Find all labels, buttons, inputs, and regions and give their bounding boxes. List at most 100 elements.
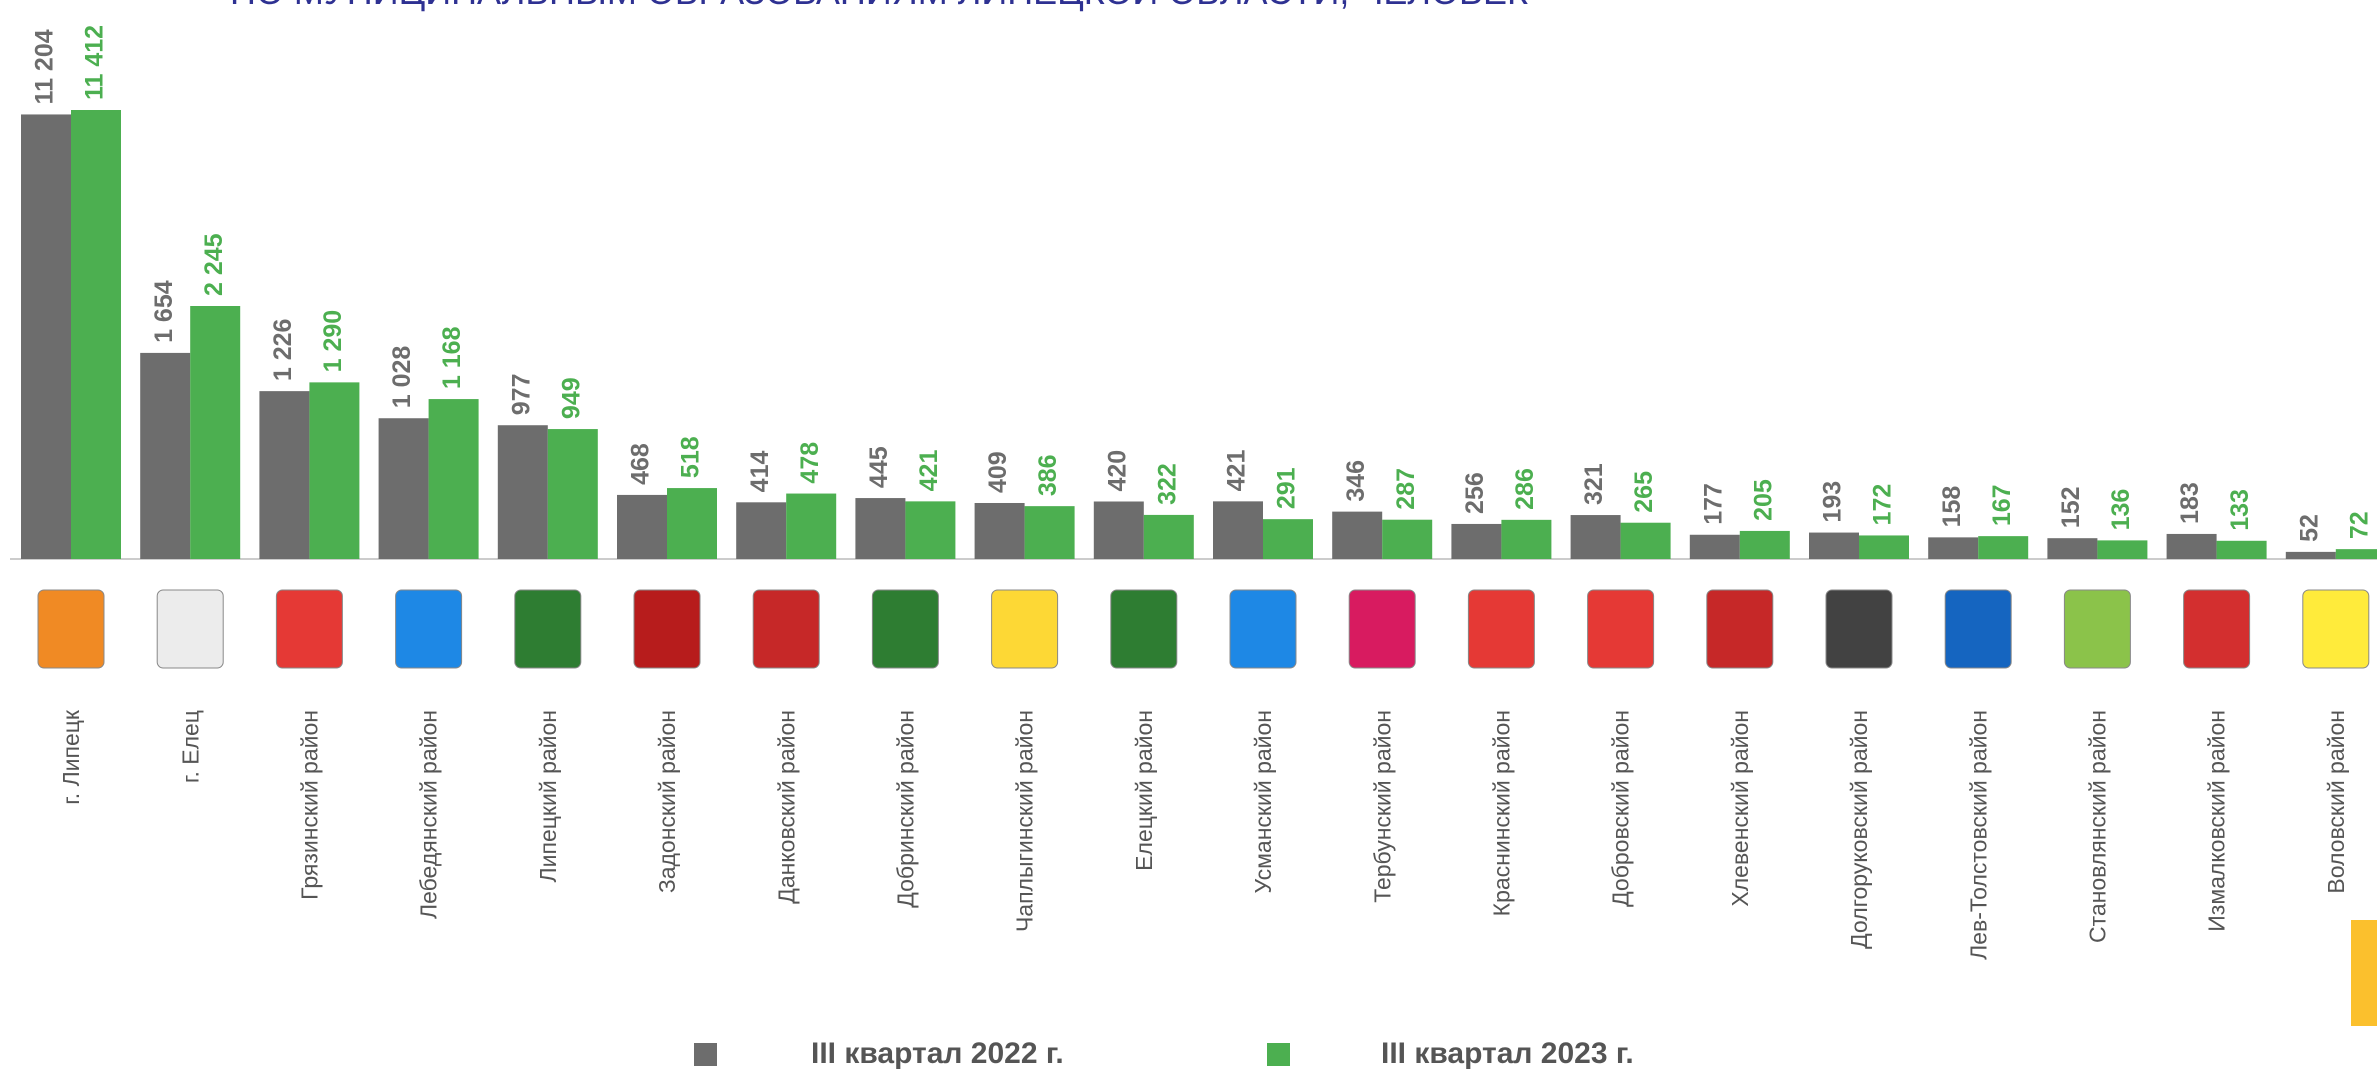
bar bbox=[1620, 522, 1671, 559]
bar bbox=[259, 391, 310, 559]
value-label: 445 bbox=[865, 446, 893, 488]
value-label: 286 bbox=[1511, 468, 1539, 510]
bar bbox=[1382, 519, 1433, 559]
legend-label: III квартал 2023 г. bbox=[1381, 1037, 1634, 1070]
bar bbox=[1859, 535, 1909, 559]
emblem bbox=[1467, 589, 1535, 669]
bar bbox=[1451, 523, 1502, 559]
emblem bbox=[1706, 589, 1774, 669]
bar bbox=[1143, 514, 1194, 559]
emblem bbox=[991, 589, 1059, 669]
value-label: 1 168 bbox=[438, 326, 466, 389]
category-label: Долгоруковский район bbox=[1846, 710, 1872, 949]
value-label: 1 290 bbox=[319, 310, 347, 373]
bar bbox=[1739, 530, 1790, 559]
emblem bbox=[1587, 589, 1655, 669]
emblem bbox=[1944, 589, 2012, 669]
bar bbox=[378, 418, 429, 559]
bar bbox=[2335, 549, 2377, 559]
category-label: Данковский район bbox=[773, 710, 799, 904]
category-label: г. Елец bbox=[177, 710, 203, 783]
bar bbox=[1928, 537, 1979, 559]
category-label: Воловский район bbox=[2323, 710, 2349, 894]
value-label: 205 bbox=[1749, 479, 1777, 521]
category-label: Добровский район bbox=[1608, 710, 1634, 907]
emblem bbox=[1229, 589, 1297, 669]
decoration bbox=[2351, 920, 2377, 1026]
category-label: г. Липецк bbox=[58, 709, 84, 805]
category-label: Измалковский район bbox=[2204, 710, 2230, 932]
value-label: 420 bbox=[1103, 450, 1131, 492]
value-label: 152 bbox=[2057, 486, 2085, 528]
bar bbox=[855, 498, 906, 559]
emblem bbox=[514, 589, 582, 669]
bar bbox=[2097, 540, 2148, 559]
emblem bbox=[1825, 589, 1893, 669]
bar bbox=[1332, 511, 1383, 559]
emblem bbox=[156, 589, 224, 669]
legend-label: III квартал 2022 г. bbox=[811, 1037, 1064, 1070]
value-label: 414 bbox=[746, 451, 774, 493]
bar bbox=[190, 306, 241, 559]
bar bbox=[1024, 506, 1075, 559]
category-label: Хлевенский район bbox=[1727, 710, 1753, 907]
value-label: 133 bbox=[2226, 489, 2254, 531]
bar bbox=[1978, 536, 2029, 559]
value-label: 11 412 bbox=[81, 25, 109, 100]
bar bbox=[1263, 519, 1313, 559]
value-label: 977 bbox=[507, 374, 535, 416]
bar bbox=[21, 114, 71, 559]
bar bbox=[2216, 540, 2267, 559]
category-label: Краснинский район bbox=[1488, 710, 1514, 916]
bar bbox=[905, 501, 956, 559]
bar bbox=[497, 425, 548, 559]
value-label: 321 bbox=[1580, 463, 1608, 505]
bar bbox=[1213, 501, 1263, 559]
value-label: 421 bbox=[1223, 450, 1251, 492]
value-label: 386 bbox=[1034, 454, 1062, 496]
category-label: Лебедянский район bbox=[416, 710, 442, 919]
emblem bbox=[2183, 589, 2251, 669]
bar bbox=[786, 493, 837, 559]
value-label: 949 bbox=[557, 377, 585, 419]
value-label: 1 654 bbox=[150, 280, 178, 343]
emblem bbox=[2302, 589, 2370, 669]
value-label: 346 bbox=[1342, 460, 1370, 502]
category-label: Задонский район bbox=[654, 710, 680, 893]
value-label: 421 bbox=[915, 450, 943, 492]
value-label: 158 bbox=[1938, 486, 1966, 528]
emblem bbox=[395, 589, 463, 669]
legend-swatch bbox=[694, 1043, 717, 1066]
category-label: Добринский район bbox=[892, 710, 918, 908]
value-label: 1 028 bbox=[388, 346, 416, 409]
category-label: Липецкий район bbox=[535, 710, 561, 882]
bar bbox=[547, 429, 598, 559]
bar bbox=[2166, 533, 2217, 559]
value-label: 287 bbox=[1392, 468, 1420, 510]
category-label: Чаплыгинский район bbox=[1012, 710, 1038, 932]
category-label: Становлянский район bbox=[2084, 710, 2110, 943]
value-label: 468 bbox=[627, 443, 655, 485]
emblem bbox=[752, 589, 820, 669]
value-label: 478 bbox=[796, 442, 824, 484]
bar bbox=[71, 110, 121, 559]
emblem bbox=[37, 589, 105, 669]
legend-swatch bbox=[1267, 1043, 1290, 1066]
value-label: 256 bbox=[1461, 472, 1489, 514]
category-label: Грязинский район bbox=[296, 710, 322, 900]
chart-title: ПО МУНИЦИПАЛЬНЫМ ОБРАЗОВАНИЯМ ЛИПЕЦКОЙ О… bbox=[230, 0, 1528, 12]
bar bbox=[736, 502, 787, 559]
bar bbox=[667, 488, 717, 559]
emblem bbox=[275, 589, 343, 669]
bar bbox=[1809, 532, 1859, 559]
value-label: 193 bbox=[1819, 481, 1847, 523]
bar bbox=[1501, 519, 1552, 559]
bar bbox=[309, 382, 360, 559]
bar bbox=[428, 399, 479, 559]
bar bbox=[140, 352, 191, 559]
bar bbox=[617, 494, 667, 559]
value-label: 265 bbox=[1630, 471, 1658, 513]
emblem bbox=[1110, 589, 1178, 669]
value-label: 172 bbox=[1869, 484, 1897, 526]
value-label: 518 bbox=[677, 436, 705, 478]
